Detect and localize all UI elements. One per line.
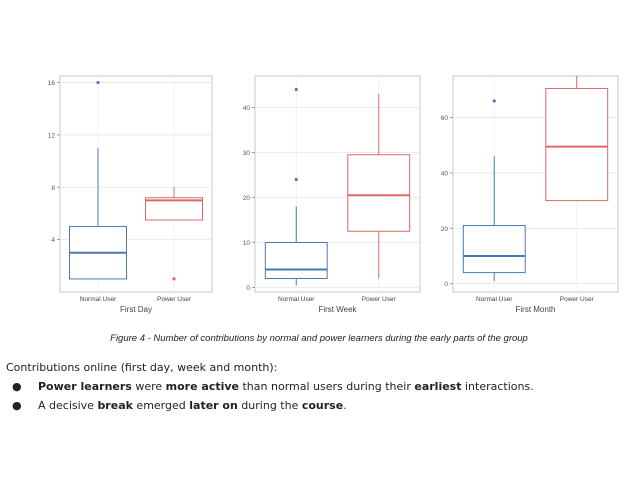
y-tick-label: 10 — [243, 240, 251, 247]
y-tick-label: 40 — [243, 105, 251, 112]
text-fragment: during the — [237, 399, 302, 412]
box-iqr — [145, 197, 203, 221]
x-tick-label: Power User — [362, 296, 397, 303]
y-tick-label: 20 — [441, 226, 449, 233]
bullet-dot: ● — [12, 399, 22, 412]
text-fragment: interactions. — [461, 380, 534, 393]
x-axis-label: First Day — [120, 305, 152, 314]
figure-caption: Figure 4 - Number of contributions by no… — [110, 333, 528, 344]
y-tick-label: 20 — [243, 195, 251, 202]
box-iqr — [264, 242, 328, 279]
boxplot-figure: 4 8 12 16 Normal User Power User First Day 0 10 2… — [48, 75, 619, 314]
outlier-point — [294, 177, 298, 182]
x-tick-label: Normal User — [80, 296, 117, 303]
outlier-point — [172, 277, 176, 281]
x-tick-label: Power User — [560, 296, 595, 303]
bullet-dot: ● — [12, 380, 22, 393]
outlier-point — [294, 87, 298, 92]
x-tick-label: Normal User — [476, 296, 513, 303]
y-tick-label: 0 — [444, 281, 448, 288]
box-iqr — [462, 225, 526, 274]
box-iqr — [347, 154, 411, 232]
y-tick-label: 0 — [246, 285, 250, 292]
outlier-point — [96, 80, 100, 85]
text-fragment: . — [343, 399, 347, 412]
x-axis-label: First Month — [515, 305, 555, 314]
y-tick-label: 30 — [243, 150, 251, 157]
box-iqr — [545, 87, 609, 202]
intro-line: Contributions online (first day, week an… — [6, 361, 278, 374]
bullet-item-2: ● A decisive break emerged later on duri… — [6, 396, 534, 415]
x-tick-label: Power User — [157, 296, 192, 303]
y-tick-label: 40 — [441, 170, 449, 177]
text-fragment: emerged — [132, 399, 190, 412]
summary-text: Contributions online (first day, week an… — [6, 358, 534, 415]
outlier-point — [492, 99, 496, 103]
text-fragment: A decisive — [38, 399, 98, 412]
y-tick-label: 4 — [51, 237, 55, 244]
bold-phrase: course — [301, 399, 344, 412]
y-tick-label: 12 — [48, 132, 56, 139]
x-tick-label: Normal User — [278, 296, 315, 303]
bold-phrase: later on — [189, 399, 238, 412]
x-axis-label: First Week — [318, 305, 357, 314]
text-fragment: were — [131, 380, 166, 393]
bold-phrase: more active — [165, 380, 239, 393]
bold-phrase: Power learners — [38, 380, 132, 393]
y-tick-label: 16 — [48, 80, 56, 87]
y-tick-label: 60 — [441, 115, 449, 122]
bold-phrase: earliest — [414, 380, 462, 393]
bold-phrase: break — [97, 399, 133, 412]
text-fragment: than normal users during their — [239, 380, 415, 393]
y-tick-label: 8 — [51, 185, 55, 192]
bullet-item-1: ● Power learners were more active than n… — [6, 377, 534, 396]
